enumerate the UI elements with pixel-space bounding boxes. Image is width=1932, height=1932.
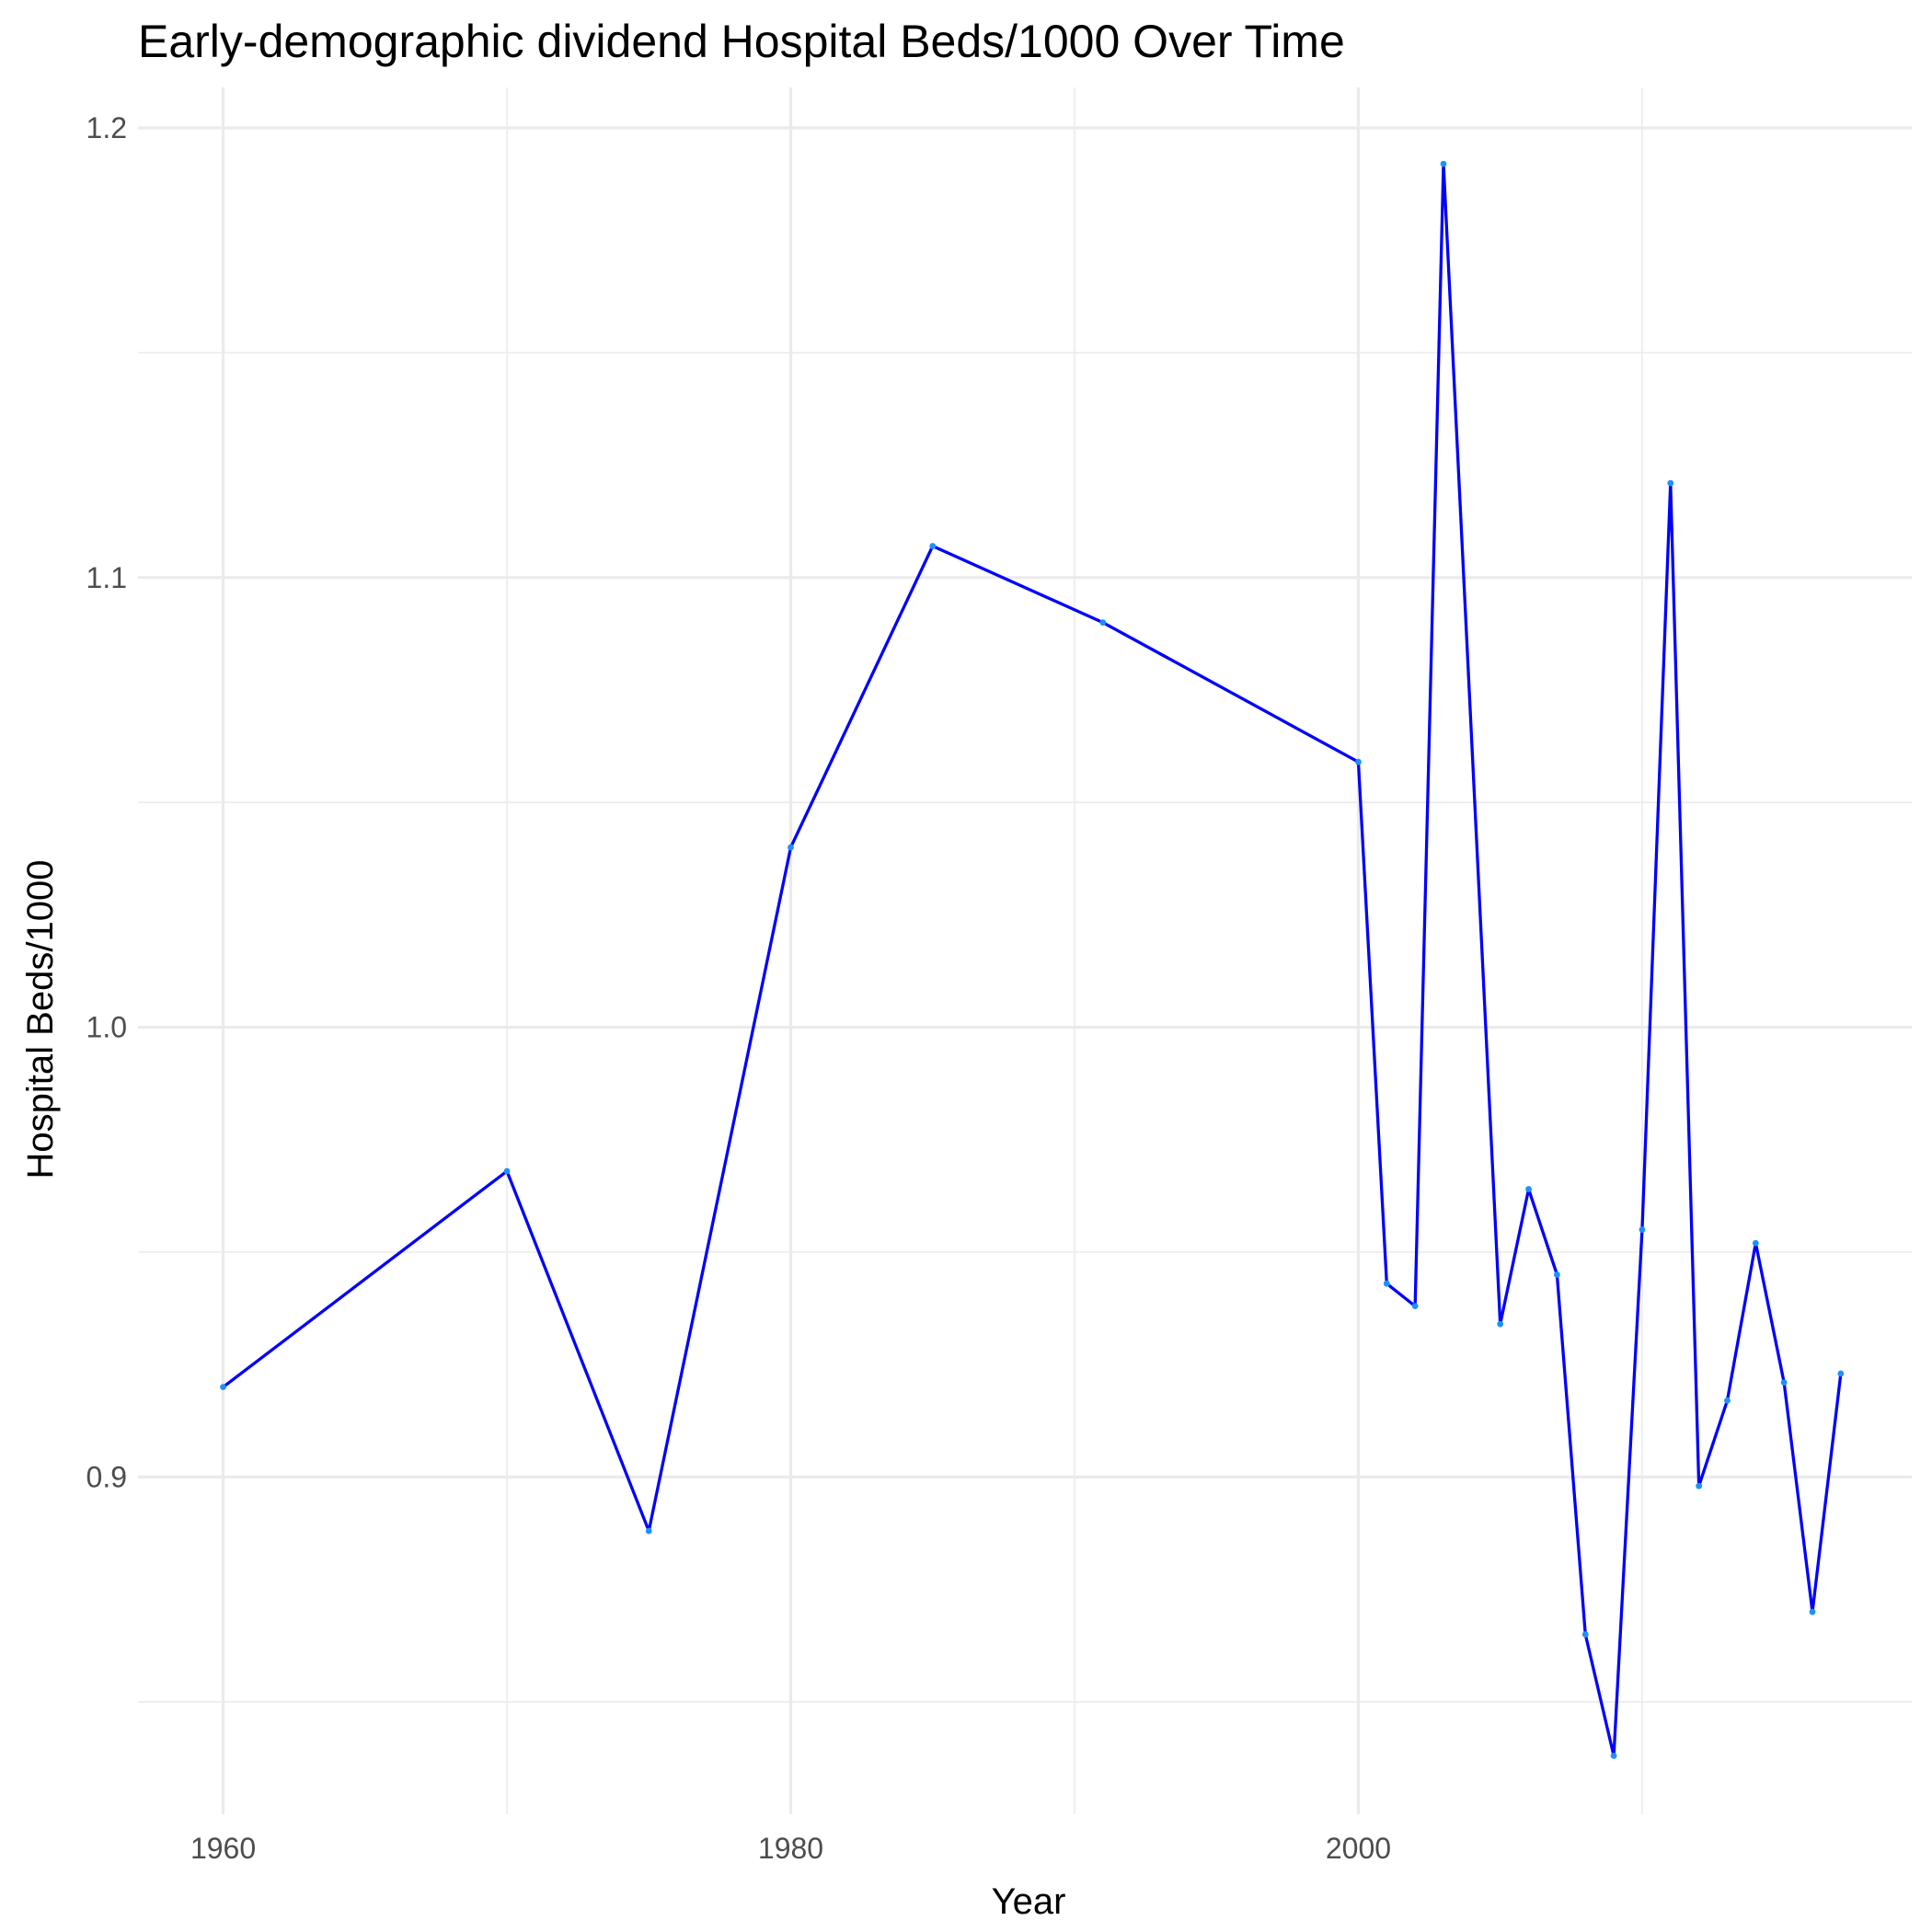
x-tick-label: 1980 bbox=[758, 1832, 823, 1865]
y-tick-label: 1.2 bbox=[86, 111, 127, 144]
data-point bbox=[1780, 1379, 1788, 1386]
data-point bbox=[1581, 1631, 1589, 1638]
y-axis-title: Hospital Beds/1000 bbox=[20, 860, 61, 1179]
x-tick-label: 1960 bbox=[190, 1832, 256, 1865]
data-point bbox=[1809, 1608, 1816, 1616]
data-point bbox=[788, 844, 794, 851]
data-point bbox=[1525, 1186, 1532, 1192]
data-point bbox=[1639, 1226, 1646, 1233]
series-line bbox=[221, 162, 1843, 1758]
data-point bbox=[1383, 1280, 1390, 1287]
x-axis-title: Year bbox=[992, 1881, 1066, 1922]
data-point bbox=[1837, 1370, 1845, 1377]
data-point bbox=[929, 543, 937, 549]
data-point bbox=[1724, 1397, 1731, 1404]
data-point bbox=[503, 1167, 511, 1175]
y-tick-label: 1.0 bbox=[86, 1011, 127, 1044]
x-tick-label: 2000 bbox=[1326, 1832, 1391, 1865]
data-point bbox=[1696, 1482, 1703, 1489]
data-point bbox=[1411, 1303, 1419, 1310]
data-point bbox=[1667, 479, 1674, 487]
grid-lines bbox=[138, 87, 1912, 1814]
data-point bbox=[1554, 1271, 1560, 1278]
y-tick-label: 1.1 bbox=[86, 561, 127, 594]
data-point bbox=[220, 1384, 226, 1391]
data-point bbox=[1440, 160, 1447, 167]
series-layer bbox=[220, 160, 1845, 1759]
data-point bbox=[1752, 1239, 1759, 1247]
data-point bbox=[1099, 619, 1107, 627]
data-point bbox=[1355, 758, 1362, 765]
data-point bbox=[1610, 1753, 1617, 1759]
chart-title: Early-demographic dividend Hospital Beds… bbox=[138, 16, 1345, 67]
tick-labels: 1960 1980 2000 0.9 1.0 1.1 1.2 bbox=[86, 111, 1392, 1865]
data-point bbox=[1497, 1320, 1504, 1328]
y-tick-label: 0.9 bbox=[86, 1460, 127, 1493]
data-point bbox=[645, 1527, 652, 1535]
